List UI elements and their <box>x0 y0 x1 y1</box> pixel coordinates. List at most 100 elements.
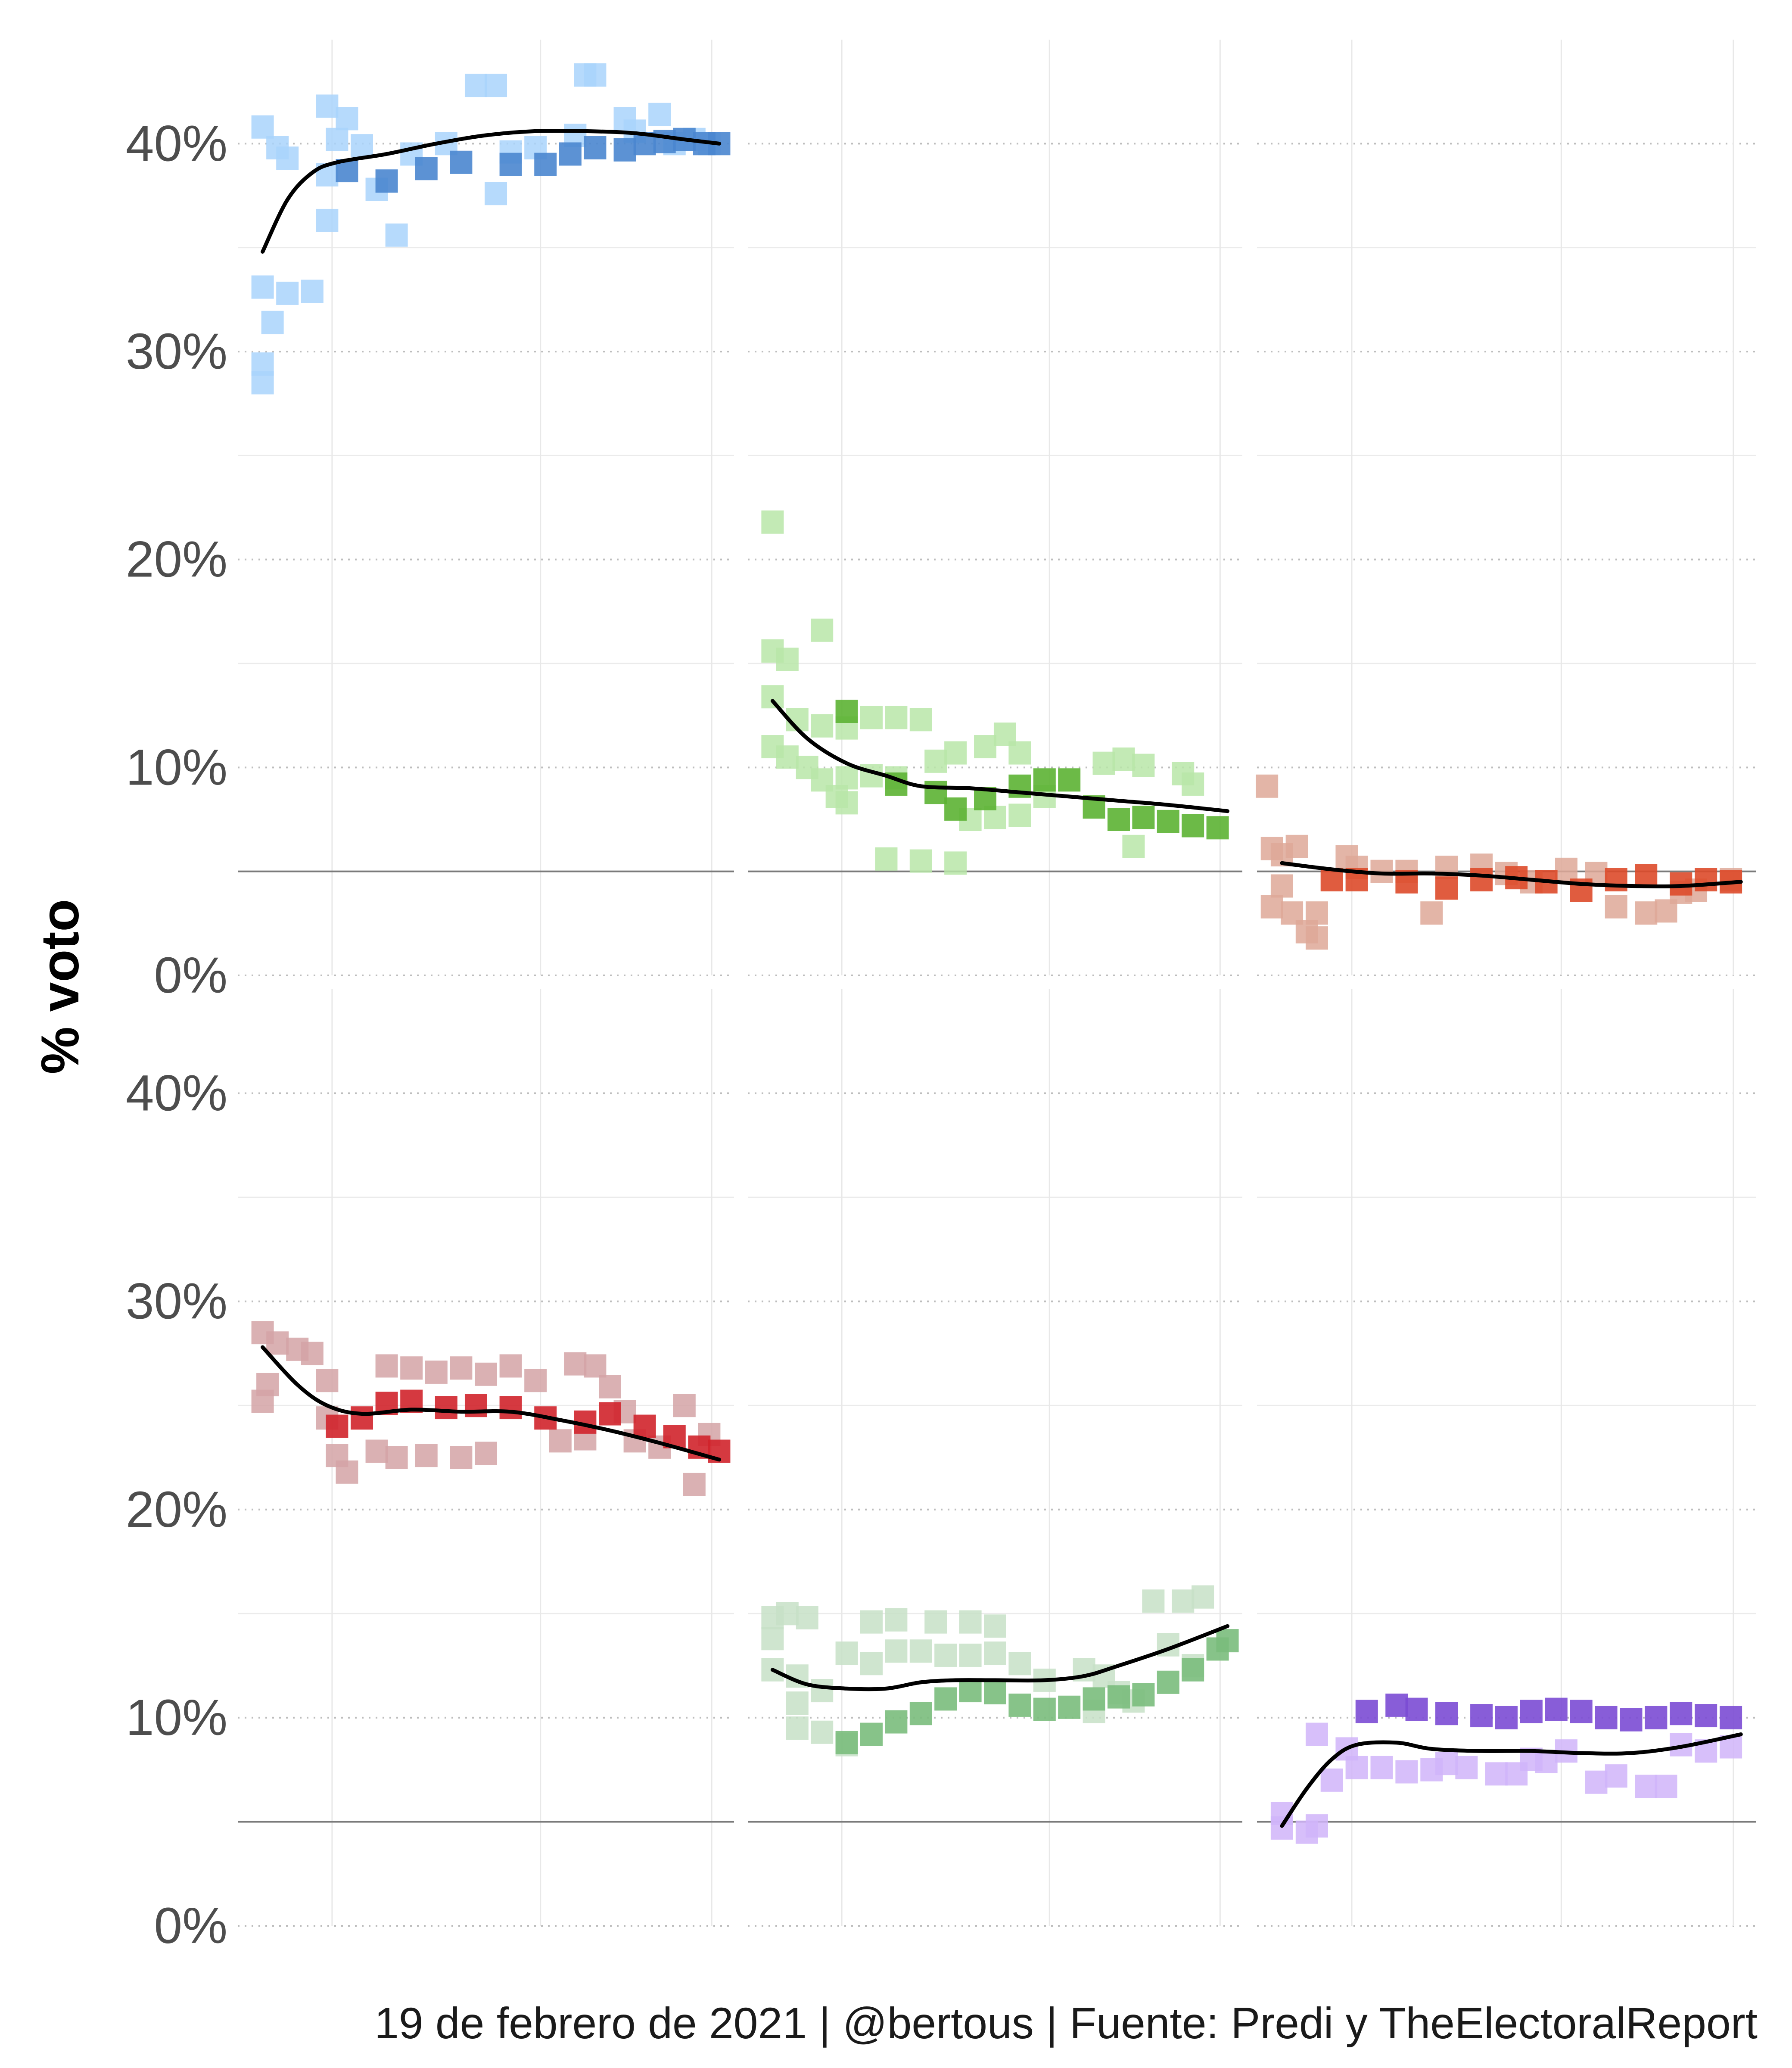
poll-point-dark <box>1008 1693 1031 1717</box>
poll-point-light <box>776 1602 799 1626</box>
poll-point-light <box>1092 751 1115 775</box>
poll-point-light <box>475 1442 497 1465</box>
poll-point-light <box>683 1473 706 1496</box>
poll-point-light <box>415 1444 438 1467</box>
poll-point-light <box>1008 741 1031 765</box>
poll-point-dark <box>1385 1693 1408 1717</box>
poll-point-light <box>944 741 967 765</box>
poll-point-light <box>1605 895 1627 919</box>
y-tick-label: 40% <box>126 115 227 172</box>
poll-point-dark <box>835 1731 858 1754</box>
poll-point-light <box>959 1643 982 1667</box>
poll-point-light <box>1395 1760 1418 1784</box>
poll-point-dark <box>1695 868 1717 891</box>
poll-point-dark <box>326 1414 348 1438</box>
poll-point-light <box>835 791 858 815</box>
poll-point-light <box>1256 774 1279 798</box>
poll-point-dark <box>1435 1702 1458 1725</box>
poll-point-dark <box>1033 1697 1056 1721</box>
poll-point-light <box>400 1356 423 1380</box>
poll-point-light <box>934 1643 957 1667</box>
poll-point-light <box>1370 1756 1393 1779</box>
poll-point-dark <box>1545 1697 1568 1721</box>
poll-point-light <box>811 1679 834 1703</box>
poll-point-light <box>425 1360 448 1384</box>
poll-point-light <box>1435 1752 1458 1775</box>
poll-point-light <box>1305 926 1328 950</box>
poll-point-light <box>909 849 932 873</box>
poll-point-light <box>1345 1756 1368 1779</box>
poll-point-dark <box>351 1406 373 1430</box>
poll-point-dark <box>1470 868 1493 891</box>
poll-point-dark <box>1670 1702 1692 1725</box>
poll-point-light <box>1008 804 1031 827</box>
poll-point-dark <box>1435 876 1458 900</box>
poll-point-dark <box>1206 816 1229 840</box>
trend-line-3 <box>1280 861 1743 888</box>
trend-line-6 <box>1280 1732 1743 1828</box>
poll-point-light <box>909 708 932 732</box>
poll-point-light <box>251 275 274 299</box>
poll-point-light <box>1260 895 1283 919</box>
poll-point-light <box>301 1342 324 1365</box>
poll-point-light <box>524 1369 547 1392</box>
poll-point-dark <box>885 1710 908 1734</box>
poll-point-light <box>316 94 339 118</box>
poll-point-dark <box>584 136 607 159</box>
poll-point-light <box>251 371 274 395</box>
poll-point-dark <box>1132 1683 1155 1707</box>
poll-point-light <box>450 1446 473 1469</box>
poll-point-dark <box>944 797 967 821</box>
poll-point-light <box>316 209 339 232</box>
poll-point-light <box>1172 1589 1195 1613</box>
poll-point-dark <box>559 142 582 166</box>
poll-point-light <box>885 706 908 729</box>
poll-point-dark <box>1595 1706 1618 1729</box>
trend-line-5 <box>770 1624 1230 1691</box>
poll-point-light <box>776 648 799 671</box>
poll-point-light <box>835 1641 858 1665</box>
poll-point-light <box>885 1639 908 1663</box>
poll-point-light <box>1605 1764 1627 1788</box>
poll-point-dark <box>1470 1704 1493 1728</box>
trend-line-1 <box>261 128 721 254</box>
poll-point-dark <box>1182 1658 1204 1682</box>
poll-point-light <box>336 1460 358 1484</box>
poll-point-dark <box>1182 814 1204 838</box>
poll-point-light <box>1270 874 1293 898</box>
poll-point-dark <box>835 700 858 723</box>
trend-line-2 <box>770 699 1230 813</box>
poll-point-light <box>450 1356 473 1380</box>
poll-point-light <box>786 1716 809 1740</box>
poll-point-light <box>464 74 487 97</box>
poll-point-dark <box>934 1687 957 1711</box>
poll-point-light <box>984 1641 1006 1665</box>
poll-point-dark <box>1695 1704 1717 1728</box>
poll-point-dark <box>450 150 473 174</box>
poll-point-light <box>909 1639 932 1663</box>
poll-point-light <box>1455 1756 1478 1779</box>
y-tick-label: 30% <box>126 1273 227 1330</box>
y-tick-label: 20% <box>126 531 227 588</box>
y-tick-label: 0% <box>154 1897 227 1954</box>
panel-points-2 <box>761 510 1229 875</box>
poll-point-dark <box>1720 1706 1742 1729</box>
poll-point-light <box>1285 835 1308 858</box>
poll-point-light <box>984 1614 1006 1638</box>
poll-point-light <box>811 714 834 738</box>
poll-point-light <box>385 1446 408 1469</box>
poll-point-light <box>811 618 834 642</box>
poll-point-light <box>326 128 348 151</box>
poll-point-light <box>475 1362 497 1386</box>
poll-point-light <box>584 63 607 87</box>
poll-point-light <box>673 1394 696 1417</box>
panel-points-6 <box>1270 1693 1742 1844</box>
poll-point-light <box>885 1608 908 1632</box>
poll-point-light <box>549 1429 572 1453</box>
poll-point-dark <box>860 1722 883 1746</box>
trend-layer <box>261 128 1743 1828</box>
panel-points-1 <box>251 63 731 395</box>
poll-point-light <box>1270 1816 1293 1840</box>
y-tick-label: 30% <box>126 323 227 380</box>
poll-point-light <box>924 749 947 773</box>
